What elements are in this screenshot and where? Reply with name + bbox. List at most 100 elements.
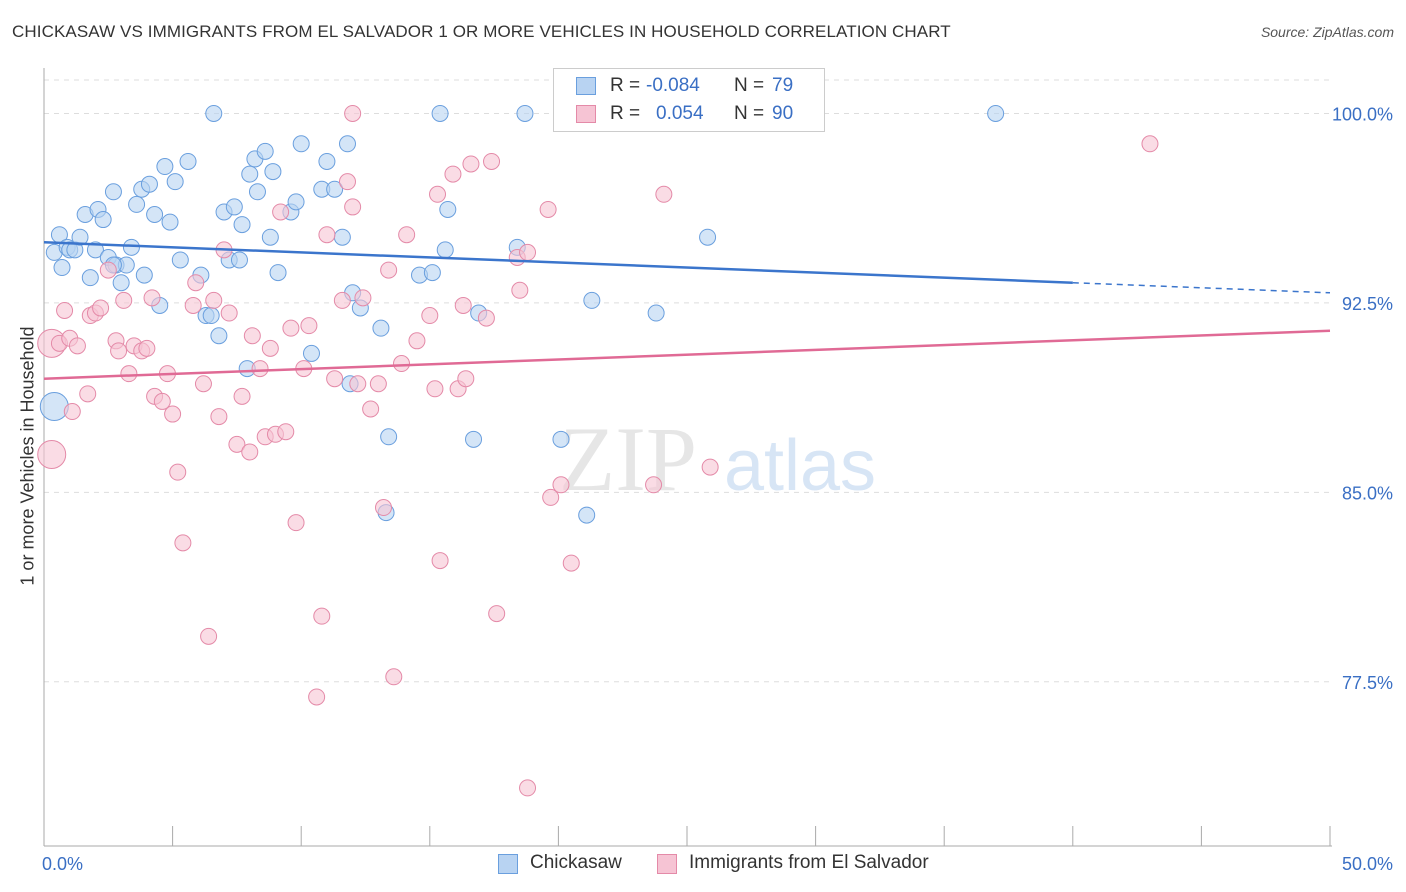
chickasaw-point xyxy=(71,228,89,246)
el-salvador-point xyxy=(408,332,426,350)
el-salvador-point xyxy=(210,408,228,426)
x-tick-label: 50.0% xyxy=(1342,854,1393,874)
chickasaw-point xyxy=(987,104,1005,122)
chickasaw-trend-extension xyxy=(1072,281,1331,294)
el-salvador-point xyxy=(380,261,398,279)
el-salvador-point xyxy=(174,534,192,552)
el-salvador-point xyxy=(539,200,557,218)
chickasaw-point xyxy=(39,391,69,421)
el-salvador-point xyxy=(488,605,506,623)
chickasaw-point xyxy=(205,104,223,122)
el-salvador-trend-line xyxy=(43,329,1331,380)
el-salvador-point xyxy=(318,226,336,244)
el-salvador-point xyxy=(287,514,305,532)
chickasaw-point xyxy=(552,430,570,448)
el-salvador-point xyxy=(233,387,251,405)
el-salvador-point xyxy=(542,488,560,506)
el-salvador-point xyxy=(184,296,202,314)
chickasaw-legend-label: Chickasaw xyxy=(530,852,622,873)
n-label: N = xyxy=(734,103,765,124)
el-salvador-legend-swatch xyxy=(657,854,677,874)
el-salvador-point xyxy=(344,198,362,216)
chickasaw-trend-line xyxy=(43,241,1073,284)
y-tick-label: 92.5% xyxy=(1342,294,1393,314)
chickasaw-point xyxy=(241,165,259,183)
el-salvador-point xyxy=(200,627,218,645)
el-salvador-point xyxy=(153,392,171,410)
r-label: R = xyxy=(610,103,641,124)
el-salvador-point xyxy=(369,375,387,393)
el-salvador-swatch xyxy=(576,105,596,123)
chickasaw-point xyxy=(135,266,153,284)
el-salvador-point xyxy=(462,155,480,173)
el-salvador-point xyxy=(241,443,259,461)
chickasaw-point xyxy=(104,183,122,201)
chickasaw-point xyxy=(86,241,104,259)
el-salvador-point xyxy=(421,307,439,325)
trend-lines xyxy=(43,241,1331,380)
chickasaw-point xyxy=(248,183,266,201)
el-salvador-point xyxy=(138,339,156,357)
el-salvador-point xyxy=(37,439,67,469)
el-salvador-point xyxy=(56,301,74,319)
chickasaw-point xyxy=(699,228,717,246)
el-salvador-point xyxy=(562,554,580,572)
chickasaw-point xyxy=(423,264,441,282)
chickasaw-point xyxy=(94,211,112,229)
el-salvador-point xyxy=(655,185,673,203)
chickasaw-point xyxy=(179,152,197,170)
el-salvador-point xyxy=(483,152,501,170)
el-salvador-point xyxy=(701,458,719,476)
el-salvador-point xyxy=(228,435,246,453)
chickasaw-n-value: 79 xyxy=(772,75,794,96)
chickasaw-point xyxy=(171,251,189,269)
el-salvador-point xyxy=(115,291,133,309)
chickasaw-point xyxy=(166,173,184,191)
chickasaw-point xyxy=(465,430,483,448)
el-salvador-point xyxy=(477,309,495,327)
chickasaw-point xyxy=(436,241,454,259)
el-salvador-point xyxy=(313,607,331,625)
el-salvador-point xyxy=(79,385,97,403)
chickasaw-point xyxy=(380,428,398,446)
el-salvador-point xyxy=(393,355,411,373)
el-salvador-point xyxy=(645,476,663,494)
x-tick-label: 0.0% xyxy=(42,854,83,874)
el-salvador-legend-label: Immigrants from El Salvador xyxy=(689,852,929,873)
el-salvador-point xyxy=(354,289,372,307)
el-salvador-point xyxy=(385,668,403,686)
stats-legend: R = -0.084 N = 79 R = 0.054 N = 90 xyxy=(553,68,825,132)
watermark-atlas: atlas xyxy=(724,426,876,506)
chickasaw-point xyxy=(516,104,534,122)
el-salvador-point xyxy=(454,296,472,314)
chickasaw-point xyxy=(647,304,665,322)
el-salvador-point xyxy=(243,327,261,345)
el-salvador-point xyxy=(120,365,138,383)
el-salvador-point xyxy=(169,463,187,481)
el-salvador-point xyxy=(375,499,393,517)
el-salvador-point xyxy=(333,291,351,309)
el-salvador-point xyxy=(143,289,161,307)
chickasaw-point xyxy=(287,193,305,211)
chickasaw-point xyxy=(578,506,596,524)
el-salvador-point xyxy=(308,688,326,706)
chickasaw-point xyxy=(256,142,274,160)
chickasaw-point xyxy=(338,135,356,153)
el-salvador-point xyxy=(99,261,117,279)
el-salvador-point xyxy=(344,104,362,122)
watermark: ZIP atlas xyxy=(559,408,876,510)
chickasaw-point xyxy=(302,344,320,362)
chart-title: CHICKASAW VS IMMIGRANTS FROM EL SALVADOR… xyxy=(12,22,951,41)
el-salvador-point xyxy=(519,243,537,261)
chickasaw-point xyxy=(583,291,601,309)
chickasaw-point xyxy=(156,158,174,176)
el-salvador-point xyxy=(261,339,279,357)
el-salvador-point xyxy=(92,299,110,317)
el-salvador-point xyxy=(431,552,449,570)
el-salvador-point xyxy=(272,203,290,221)
chickasaw-point xyxy=(233,216,251,234)
el-salvador-point xyxy=(457,370,475,388)
el-salvador-point xyxy=(444,165,462,183)
chickasaw-point xyxy=(112,274,130,292)
el-salvador-point xyxy=(349,375,367,393)
